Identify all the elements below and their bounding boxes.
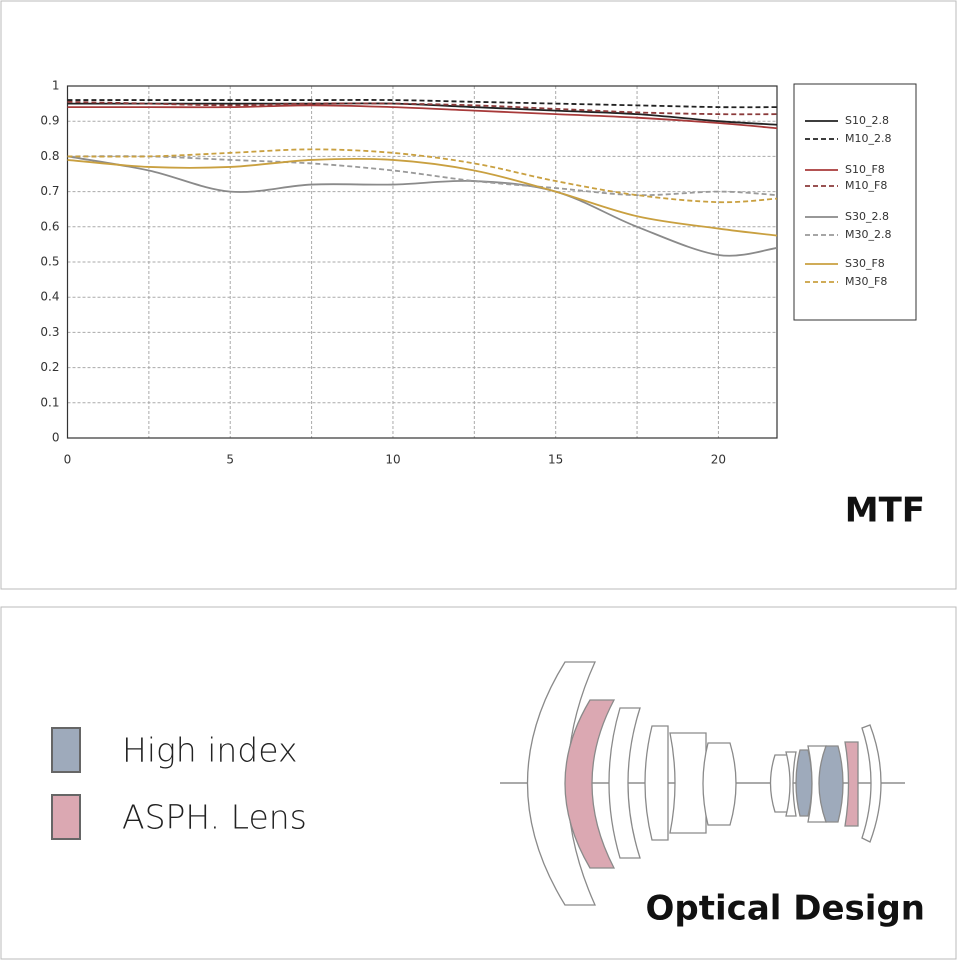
legend-label: M30_F8	[845, 275, 887, 288]
lens	[669, 732, 707, 834]
legend-swatch	[51, 727, 81, 773]
lens-diagram	[500, 661, 905, 906]
y-tick-label: 0.4	[40, 290, 59, 304]
lens	[818, 745, 844, 823]
legend-label: M10_2.8	[845, 132, 891, 145]
legend-swatch	[51, 794, 81, 840]
design-panel	[0, 606, 957, 960]
y-tick-label: 0.8	[40, 149, 59, 163]
lens	[795, 749, 813, 817]
y-tick-label: 0.3	[40, 325, 59, 339]
series-line	[67, 155, 778, 257]
lens	[702, 742, 737, 826]
legend-label: ASPH. Lens	[122, 798, 307, 837]
legend-label: S30_F8	[845, 257, 885, 270]
legend-label: S10_F8	[845, 163, 885, 176]
x-tick-label: 15	[548, 453, 563, 467]
y-tick-label: 0.9	[40, 114, 59, 128]
y-tick-label: 0.6	[40, 219, 59, 233]
chart-title: MTF	[845, 491, 925, 531]
plot-frame	[66, 85, 778, 439]
y-tick-label: 0	[52, 431, 60, 445]
series-line	[67, 148, 778, 204]
mtf-panel	[0, 0, 957, 590]
legend-label: M30_2.8	[845, 228, 891, 241]
legend-label: High index	[122, 731, 297, 770]
x-tick-label: 0	[64, 453, 72, 467]
y-tick-label: 0.5	[40, 255, 59, 269]
lens	[644, 725, 669, 841]
design-title: Optical Design	[646, 889, 925, 929]
lens	[526, 661, 597, 906]
y-tick-label: 0.7	[40, 184, 59, 198]
legend-label: M10_F8	[845, 179, 887, 192]
legend-label: S30_2.8	[845, 210, 889, 223]
lens	[844, 741, 859, 827]
legend-label: S10_2.8	[845, 114, 889, 127]
y-tick-label: 0.1	[40, 395, 59, 409]
legend-box	[793, 83, 917, 321]
lens	[785, 751, 797, 817]
series-line	[67, 102, 778, 126]
lens	[608, 707, 641, 859]
x-tick-label: 20	[711, 453, 726, 467]
lens	[564, 699, 616, 869]
y-tick-label: 1	[52, 79, 60, 93]
y-tick-label: 0.2	[40, 360, 59, 374]
lens	[861, 724, 882, 843]
x-tick-label: 10	[385, 453, 400, 467]
x-tick-label: 5	[226, 453, 234, 467]
series-line	[67, 104, 778, 130]
series-line	[67, 157, 778, 237]
